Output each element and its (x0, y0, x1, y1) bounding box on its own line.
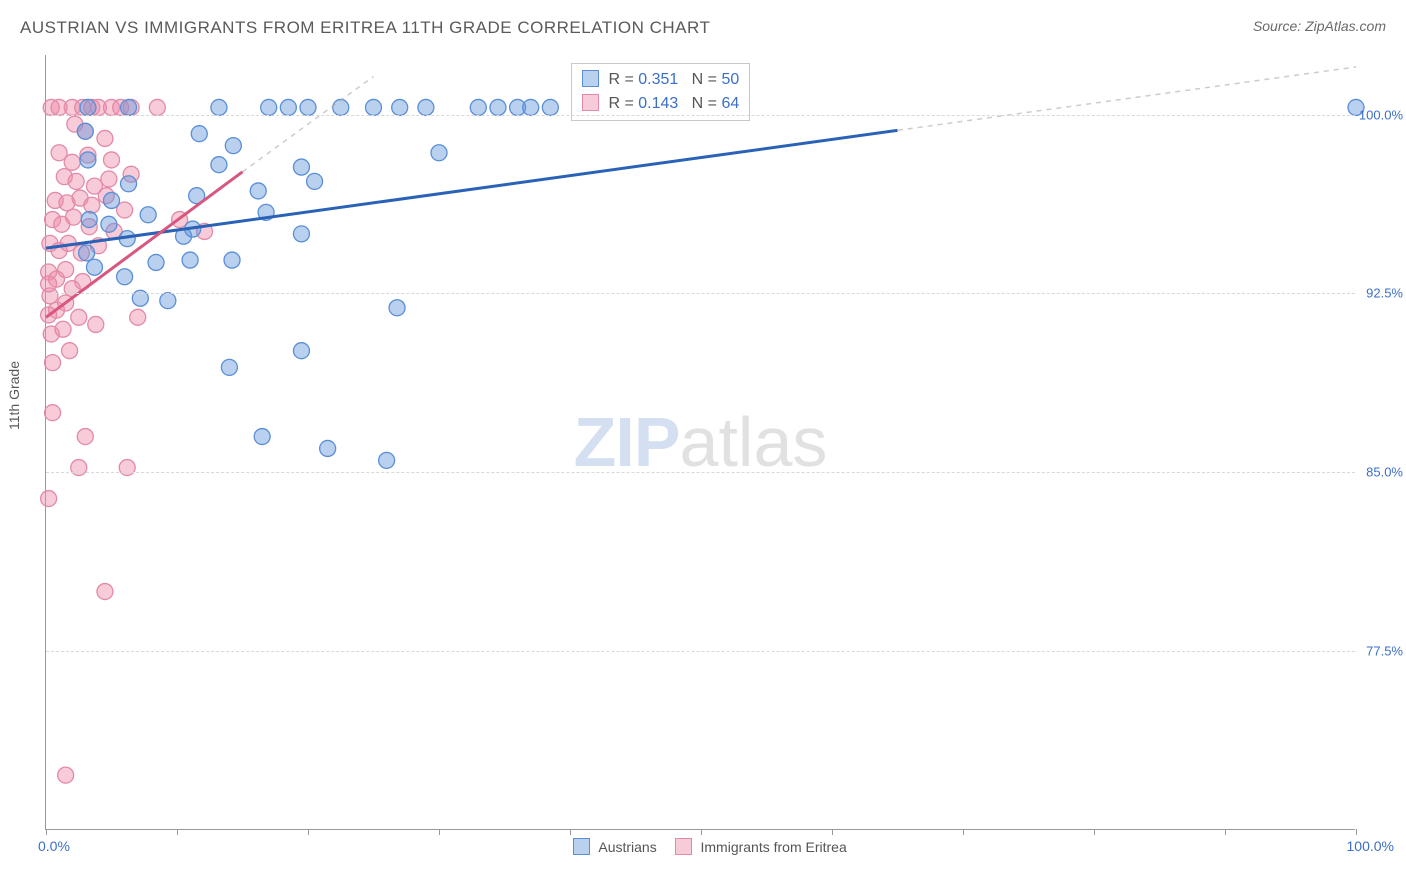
data-point (68, 173, 84, 189)
data-point (392, 99, 408, 115)
data-point (97, 584, 113, 600)
data-point (307, 173, 323, 189)
data-point (101, 216, 117, 232)
x-tick (1356, 829, 1357, 835)
y-tick-label: 92.5% (1355, 286, 1403, 301)
legend-label-2: Immigrants from Eritrea (701, 839, 847, 855)
data-point (191, 126, 207, 142)
data-point (225, 138, 241, 154)
trend-line (243, 76, 374, 171)
data-point (254, 429, 270, 445)
data-point (148, 254, 164, 270)
data-point (280, 99, 296, 115)
data-point (84, 197, 100, 213)
data-point (261, 99, 277, 115)
data-point (121, 176, 137, 192)
data-point (97, 130, 113, 146)
source-label: Source: ZipAtlas.com (1253, 18, 1386, 34)
data-point (130, 309, 146, 325)
data-point (117, 269, 133, 285)
data-point (66, 209, 82, 225)
x-tick (832, 829, 833, 835)
x-tick (308, 829, 309, 835)
data-point (490, 99, 506, 115)
data-point (182, 252, 198, 268)
data-point (41, 276, 57, 292)
data-point (320, 440, 336, 456)
stats-legend: R = 0.351 N = 50 R = 0.143 N = 64 (571, 63, 750, 121)
data-point (41, 491, 57, 507)
data-point (45, 405, 61, 421)
data-point (58, 767, 74, 783)
data-point (293, 343, 309, 359)
x-tick (1225, 829, 1226, 835)
data-point (121, 99, 137, 115)
data-point (149, 99, 165, 115)
data-point (523, 99, 539, 115)
data-point (55, 321, 71, 337)
data-point (77, 123, 93, 139)
y-tick-label: 100.0% (1355, 107, 1403, 122)
data-point (104, 192, 120, 208)
data-point (71, 309, 87, 325)
data-point (300, 99, 316, 115)
data-point (88, 316, 104, 332)
legend-swatch-2 (675, 838, 692, 855)
data-point (160, 293, 176, 309)
data-point (333, 99, 349, 115)
x-tick (701, 829, 702, 835)
gridline (46, 293, 1355, 294)
plot-area: ZIPatlas R = 0.351 N = 50 R = 0.143 N = … (45, 55, 1355, 830)
data-point (80, 152, 96, 168)
trend-line (46, 130, 898, 248)
data-point (80, 99, 96, 115)
data-point (418, 99, 434, 115)
x-tick (439, 829, 440, 835)
data-point (64, 154, 80, 170)
data-point (79, 245, 95, 261)
legend-swatch-1 (573, 838, 590, 855)
data-point (211, 99, 227, 115)
data-point (58, 262, 74, 278)
x-tick (46, 829, 47, 835)
y-tick-label: 77.5% (1355, 644, 1403, 659)
x-tick (177, 829, 178, 835)
x-tick (963, 829, 964, 835)
gridline (46, 651, 1355, 652)
data-point (104, 152, 120, 168)
y-axis-label: 11th Grade (6, 361, 22, 430)
gridline (46, 472, 1355, 473)
data-point (101, 171, 117, 187)
chart-title: AUSTRIAN VS IMMIGRANTS FROM ERITREA 11TH… (20, 18, 710, 37)
data-point (211, 157, 227, 173)
data-point (379, 452, 395, 468)
x-tick (1094, 829, 1095, 835)
data-point (293, 159, 309, 175)
gridline (46, 115, 1355, 116)
data-point (221, 359, 237, 375)
y-tick-label: 85.0% (1355, 465, 1403, 480)
legend-label-1: Austrians (598, 839, 656, 855)
data-point (77, 429, 93, 445)
data-point (86, 259, 102, 275)
stats-swatch-2 (582, 94, 599, 111)
data-point (224, 252, 240, 268)
data-point (389, 300, 405, 316)
data-point (293, 226, 309, 242)
data-point (45, 355, 61, 371)
stats-swatch-1 (582, 70, 599, 87)
data-point (81, 212, 97, 228)
bottom-legend: Austrians Immigrants from Eritrea (0, 838, 1406, 855)
data-point (250, 183, 266, 199)
data-point (366, 99, 382, 115)
data-point (62, 343, 78, 359)
data-point (542, 99, 558, 115)
data-point (431, 145, 447, 161)
x-tick (570, 829, 571, 835)
data-point (470, 99, 486, 115)
data-point (140, 207, 156, 223)
